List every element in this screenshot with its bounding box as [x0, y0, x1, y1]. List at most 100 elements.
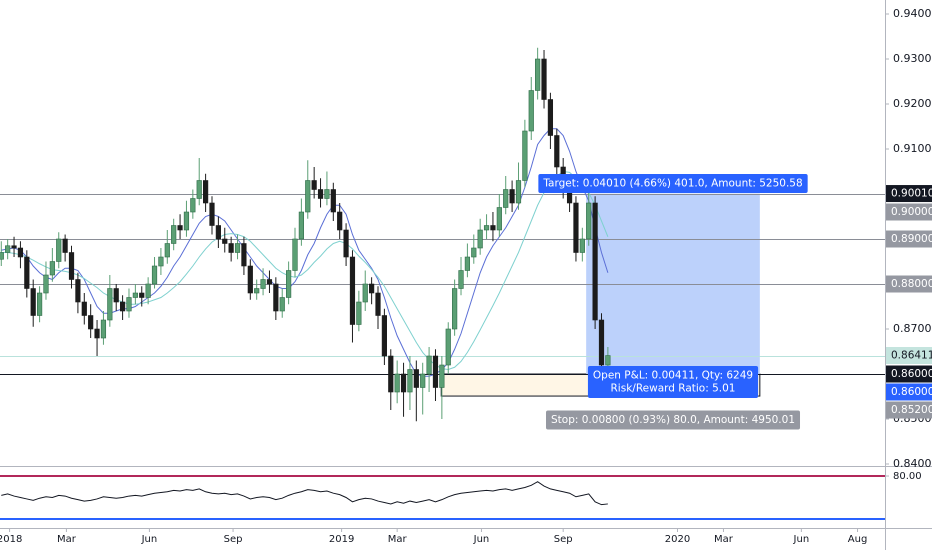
candle-body: [279, 297, 285, 312]
candle-body: [171, 225, 177, 244]
candle-body: [247, 265, 253, 294]
oscillator-tick-label: 80.00: [893, 471, 922, 482]
candle-body: [203, 180, 209, 204]
candle-body: [452, 288, 458, 330]
price-label: 0.86000: [891, 368, 932, 380]
candle-body: [330, 189, 336, 213]
candle-body: [515, 180, 522, 204]
moving-average: [1, 170, 609, 371]
candle-body: [400, 373, 407, 393]
candle-body: [573, 202, 579, 253]
candle-body: [586, 202, 592, 240]
pnl-label-text: Risk/Reward Ratio: 5.01: [611, 383, 736, 395]
candle-body: [554, 135, 560, 168]
candle-body: [535, 58, 541, 91]
moving-average: [1, 128, 609, 377]
oscillator-pane: [0, 475, 885, 520]
candle-body: [139, 292, 145, 298]
candle-body: [260, 279, 266, 289]
candle-body: [375, 292, 381, 316]
candle-body: [337, 211, 343, 231]
x-tick-label: Mar: [714, 534, 734, 545]
candle-body: [605, 355, 611, 366]
price-label: 0.88000: [891, 278, 932, 290]
candle-body: [317, 189, 324, 199]
candle-body: [286, 270, 292, 298]
candle-body: [254, 288, 260, 294]
candle-body: [75, 279, 81, 303]
candle-body: [388, 355, 394, 393]
candle-body: [509, 189, 515, 204]
price-label: 0.86411: [891, 350, 932, 362]
candle-body: [362, 283, 368, 303]
candle-body: [100, 319, 107, 339]
candle-body: [483, 225, 490, 231]
target-label-text: Target: 0.04010 (4.66%) 401.0, Amount: 5…: [542, 178, 802, 190]
oscillator-line: [1, 481, 608, 506]
candle-body: [547, 99, 554, 136]
candle-body: [356, 301, 362, 325]
candle-body: [119, 301, 126, 312]
candle-body: [24, 256, 30, 289]
candle-body: [420, 373, 426, 388]
price-label-bg: [886, 230, 932, 248]
candle-body: [190, 198, 196, 213]
x-tick-label: 2020: [665, 534, 690, 545]
x-tick-label: 2019: [329, 534, 354, 545]
x-tick-label: Sep: [224, 534, 243, 545]
candle-body: [113, 288, 119, 303]
candle-body: [579, 238, 585, 253]
candle-body: [503, 189, 509, 208]
price-label-bg: [886, 185, 932, 203]
candle-body: [183, 211, 190, 231]
candle-body: [343, 229, 349, 258]
candle-body: [439, 364, 445, 388]
price-label: 0.86000: [891, 386, 932, 398]
price-label-bg: [886, 383, 932, 401]
candle-body: [394, 373, 400, 393]
candle-body: [88, 315, 94, 330]
candle-body: [426, 355, 432, 375]
candle-body: [266, 279, 273, 285]
price-label-bg: [886, 275, 932, 293]
candle-body: [145, 283, 151, 298]
candle-body: [11, 245, 17, 249]
candle-body: [241, 243, 247, 267]
candle-body: [471, 247, 477, 258]
price-pane: [0, 47, 885, 422]
candle-body: [496, 207, 502, 231]
candle-body: [30, 288, 36, 316]
candle-body: [36, 292, 43, 316]
candle-body: [305, 180, 311, 213]
x-tick-label: Jun: [793, 534, 810, 545]
price-label-bg: [886, 365, 932, 383]
candle-body: [458, 270, 464, 289]
candle-body: [17, 247, 24, 258]
x-tick-label: Jun: [141, 534, 158, 545]
stop-label-text: Stop: 0.00800 (0.93%) 80.0, Amount: 4950…: [551, 414, 795, 426]
candle-body: [62, 238, 68, 253]
candle-body: [43, 274, 49, 294]
candle-body: [528, 90, 534, 132]
x-tick-label: Mar: [57, 534, 77, 545]
stop-label-bg: [546, 410, 801, 430]
labels: 0.940000.930000.920000.910000.870000.850…: [0, 7, 932, 545]
candle-body: [432, 355, 439, 388]
stop-label: Stop: 0.00800 (0.93%) 80.0, Amount: 4950…: [546, 410, 801, 430]
price-label-bg: [886, 347, 932, 365]
candle-body: [407, 369, 413, 393]
candle-body: [94, 328, 100, 339]
candle-body: [311, 180, 317, 190]
candle-body: [445, 328, 451, 366]
candle-body: [132, 292, 138, 298]
pnl-label-bg: [587, 366, 759, 399]
price-label: 0.85200: [891, 404, 932, 416]
candle-body: [126, 297, 132, 312]
candle-body: [324, 189, 330, 199]
price-label: 0.90000: [891, 206, 932, 218]
candle-body: [68, 252, 75, 280]
x-tick-label: Sep: [554, 534, 573, 545]
candle-body: [490, 225, 496, 231]
